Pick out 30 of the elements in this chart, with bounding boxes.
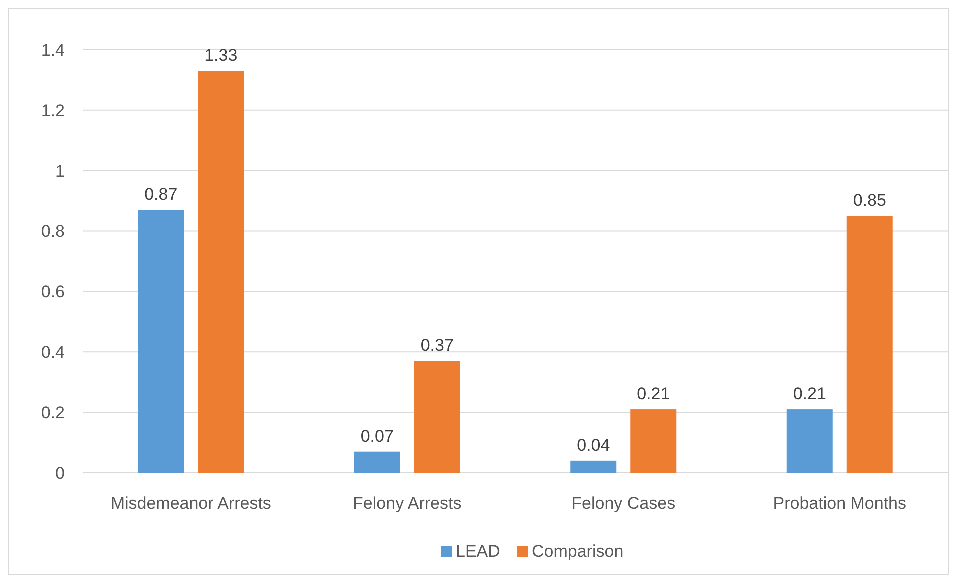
data-label: 0.07 [360, 426, 394, 446]
data-label: 1.33 [204, 46, 238, 66]
data-label: 0.87 [144, 185, 178, 204]
data-label: 0.37 [420, 336, 454, 356]
y-tick-label: 1 [56, 162, 65, 181]
data-label: 0.21 [793, 384, 826, 404]
bar [354, 452, 400, 473]
y-tick-label: 1.2 [41, 101, 65, 120]
legend-label: LEAD [456, 542, 500, 561]
y-tick-label: 0.6 [41, 282, 65, 302]
x-tick-label: Probation Months [773, 494, 906, 513]
y-tick-label: 0 [56, 464, 65, 483]
data-label: 0.04 [577, 436, 610, 455]
bar [198, 71, 244, 473]
y-tick-label: 0.8 [41, 222, 65, 242]
bar [846, 216, 893, 473]
bar [630, 410, 677, 473]
data-label: 0.85 [853, 191, 886, 210]
x-tick-label: Felony Cases [572, 494, 676, 513]
x-tick-label: Misdemeanor Arrests [110, 494, 272, 513]
data-label: 0.21 [637, 384, 670, 404]
legend-label: Comparison [532, 542, 624, 561]
y-tick-label: 0.4 [41, 343, 65, 362]
y-tick-label: 0.2 [41, 404, 65, 423]
x-tick-label: Felony Arrests [353, 494, 462, 513]
bar [138, 210, 184, 473]
bar [414, 361, 460, 473]
y-tick-label: 1.4 [41, 40, 65, 60]
bar [570, 460, 617, 473]
bar [786, 410, 833, 473]
